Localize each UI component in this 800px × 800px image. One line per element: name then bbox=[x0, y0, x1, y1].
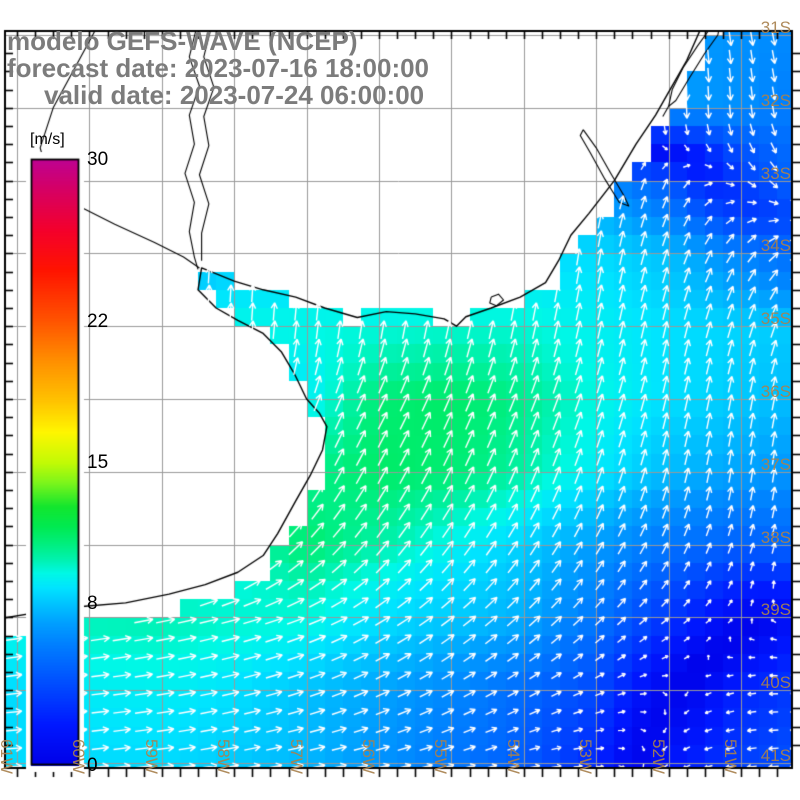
forecast-plot: modelo GEFS-WAVE (NCEP) forecast date: 2… bbox=[0, 0, 800, 800]
forecast-map-canvas bbox=[0, 0, 800, 800]
